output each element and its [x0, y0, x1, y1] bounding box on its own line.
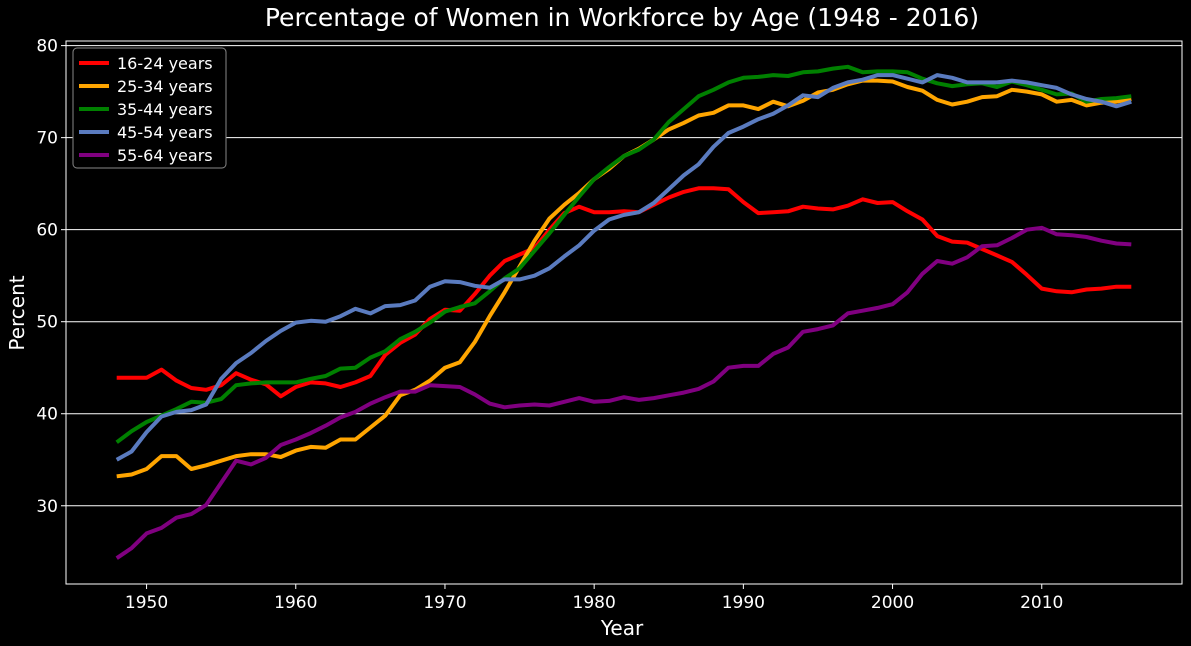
y-tick-label: 60	[36, 221, 58, 241]
legend-label: 25-34 years	[117, 77, 213, 96]
gridlines	[66, 45, 1182, 507]
plot-frame	[65, 40, 1183, 585]
x-tick-label: 1980	[573, 593, 616, 613]
x-tick-label: 2000	[871, 593, 914, 613]
y-tick-label: 80	[36, 37, 58, 57]
y-tick-label: 70	[36, 129, 58, 149]
series-line-55-64-years	[115, 225, 1132, 560]
series-line-16-24-years	[116, 186, 1132, 399]
x-tick-label: 2010	[1020, 593, 1063, 613]
legend-label: 45-54 years	[117, 123, 213, 142]
x-axis-label: Year	[600, 616, 644, 640]
legend: 16-24 years 25-34 years 35-44 years 45-54 y…	[72, 47, 227, 169]
y-tick-label: 30	[36, 497, 58, 517]
legend-label: 16-24 years	[117, 54, 213, 73]
chart-title: Percentage of Women in Workforce by Age …	[265, 3, 979, 32]
legend-label: 35-44 years	[117, 100, 213, 119]
series-line-35-44-years	[115, 64, 1132, 444]
legend-box	[72, 47, 227, 169]
y-axis-label: Percent	[5, 275, 29, 350]
x-tick-label: 1960	[274, 593, 317, 613]
legend-label: 55-64 years	[117, 146, 213, 165]
series-line-45-54-years	[115, 73, 1132, 462]
y-tick-label: 50	[36, 313, 58, 333]
x-tick-label: 1950	[125, 593, 168, 613]
x-tick-label: 1970	[423, 593, 466, 613]
x-axis: 1950 1960 1970 1980 1990 2000 2010	[125, 584, 1063, 613]
x-tick-label: 1990	[722, 593, 765, 613]
y-axis: 30 40 50 60 70 80	[36, 37, 66, 517]
y-tick-label: 40	[36, 405, 58, 425]
series-lines	[115, 64, 1132, 560]
